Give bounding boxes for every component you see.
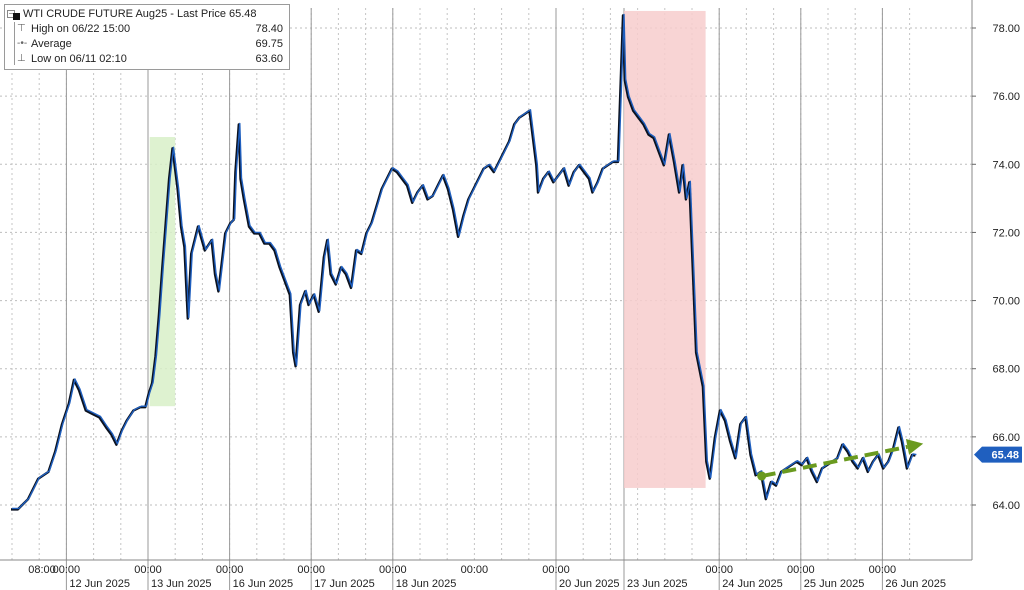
- x-tick-time-label: 00:00: [134, 564, 162, 576]
- x-tick-time-label: 00:00: [787, 564, 815, 576]
- legend-average-row: -•- Average 69.75: [5, 38, 283, 53]
- last-price-label: 65.48: [991, 450, 1019, 462]
- x-date-label: 13 Jun 2025: [151, 578, 212, 590]
- x-tick-time-label: 00:00: [542, 564, 570, 576]
- x-tick-time-label: 00:00: [869, 564, 897, 576]
- low-marker-icon: ⊥: [17, 53, 26, 64]
- y-tick-label: 76.00: [992, 91, 1020, 103]
- trend-arrow: [757, 438, 924, 481]
- legend-high-row: ⊤ High on 06/22 15:00 78.40: [5, 23, 283, 38]
- trend-arrow-start-dot: [757, 471, 767, 481]
- x-date-label: 26 Jun 2025: [885, 578, 946, 590]
- x-date-label: 25 Jun 2025: [804, 578, 865, 590]
- legend-title-row: WTI CRUDE FUTURE Aug25 - Last Price 65.4…: [5, 8, 283, 23]
- legend-tree-line: [14, 22, 15, 65]
- chart-legend: − WTI CRUDE FUTURE Aug25 - Last Price 65…: [4, 4, 290, 70]
- x-tick-time-label: 00:00: [705, 564, 733, 576]
- trend-arrow-line: [761, 444, 908, 479]
- y-tick-label: 64.00: [992, 500, 1020, 512]
- price-series: [11, 13, 917, 511]
- x-tick-time-label: 00:00: [379, 564, 407, 576]
- x-date-label: 24 Jun 2025: [722, 578, 783, 590]
- average-marker-icon: -•-: [17, 38, 28, 49]
- x-date-label: 23 Jun 2025: [627, 578, 688, 590]
- x-date-label: 17 Jun 2025: [314, 578, 375, 590]
- high-marker-icon: ⊤: [17, 23, 26, 34]
- y-tick-label: 74.00: [992, 159, 1020, 171]
- x-date-label: 16 Jun 2025: [233, 578, 294, 590]
- legend-low-value: 63.60: [255, 53, 283, 65]
- x-tick-time-label: 08:00: [28, 564, 56, 576]
- y-tick-label: 68.00: [992, 364, 1020, 376]
- last-price-tag: 65.48: [974, 446, 1022, 463]
- legend-high-value: 78.40: [255, 23, 283, 35]
- y-tick-label: 78.00: [992, 23, 1020, 35]
- y-axis: 64.00 66.00 68.00 70.00 72.00 74.00 76.00 78.00: [971, 0, 1024, 590]
- price-line-shadow: [11, 14, 916, 511]
- x-tick-time-label: 00:00: [216, 564, 244, 576]
- x-tick-time-label: 00:00: [53, 564, 81, 576]
- legend-low-label: Low on 06/11 02:10: [31, 53, 127, 65]
- y-axis-strip: [972, 0, 1024, 590]
- y-tick-label: 72.00: [992, 227, 1020, 239]
- legend-high-label: High on 06/22 15:00: [31, 23, 131, 35]
- legend-title: WTI CRUDE FUTURE Aug25 - Last Price 65.4…: [23, 8, 257, 20]
- legend-average-label: Average: [31, 38, 72, 50]
- y-tick-label: 70.00: [992, 296, 1020, 308]
- y-tick-label: 66.00: [992, 432, 1020, 444]
- legend-low-row: ⊥ Low on 06/11 02:10 63.60: [5, 53, 283, 68]
- x-date-label: 12 Jun 2025: [69, 578, 130, 590]
- x-tick-time-label: 00:00: [461, 564, 489, 576]
- last-price-badge: [974, 446, 1022, 463]
- trend-arrow-head: [905, 438, 924, 455]
- series-swatch-icon: [13, 13, 20, 20]
- x-tick-time-label: 00:00: [297, 564, 325, 576]
- chart-grid: [0, 8, 972, 590]
- x-date-label: 20 Jun 2025: [559, 578, 620, 590]
- legend-average-value: 69.75: [255, 38, 283, 50]
- x-date-label: 18 Jun 2025: [396, 578, 457, 590]
